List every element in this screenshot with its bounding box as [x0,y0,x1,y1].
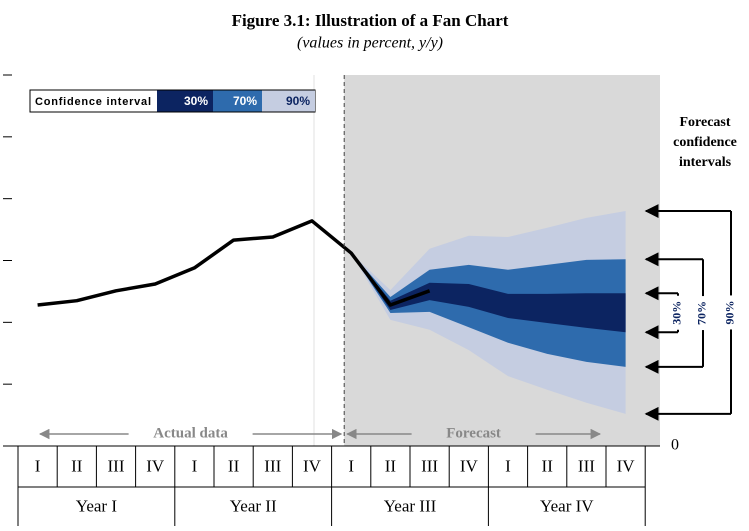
legend-label: 30% [184,94,208,108]
x-tick-label: IV [146,456,165,475]
legend-label: 90% [286,94,310,108]
legend-swatch [213,90,262,112]
chart-title: Figure 3.1: Illustration of a Fan Chart [232,11,509,30]
fan-band [351,253,626,333]
x-tick-label: I [348,456,354,475]
x-tick-label: I [192,456,198,475]
data-line [37,219,431,307]
legend-title: Confidence interval [35,96,151,108]
actual-label: Actual data [153,425,228,441]
year-label: Year II [230,496,277,515]
x-tick-label: I [505,456,511,475]
bracket-label: 30% [670,301,684,325]
x-tick-label: III [264,456,281,475]
x-tick-label: II [228,456,240,475]
chart-subtitle: (values in percent, y/y) [297,35,443,52]
x-tick-label: III [578,456,595,475]
legend-swatch [157,90,213,112]
forecast-label: Forecast [446,425,501,441]
x-tick-label: II [542,456,554,475]
bracket-label: 90% [723,300,737,324]
bracket-label-bg [695,296,711,331]
year-label: Year III [384,496,437,515]
bracket-label-bg [723,295,739,330]
x-tick-label: IV [617,456,636,475]
intervals-label: Forecast confidence intervals [673,115,737,170]
bracket-label-bg [670,295,686,330]
x-tick-label: II [71,456,83,475]
x-tick-label: IV [303,456,322,475]
x-tick-label: IV [460,456,479,475]
x-tick-label: I [35,456,41,475]
bracket-label: 70% [695,301,709,325]
x-tick-label: II [385,456,397,475]
x-tick-label: III [421,456,438,475]
legend-label: 70% [233,94,257,108]
legend-swatch [262,90,315,112]
year-label: Year I [76,496,118,515]
y-tick-label: 0 [671,437,679,454]
x-tick-label: III [108,456,125,475]
year-label: Year IV [540,496,594,515]
